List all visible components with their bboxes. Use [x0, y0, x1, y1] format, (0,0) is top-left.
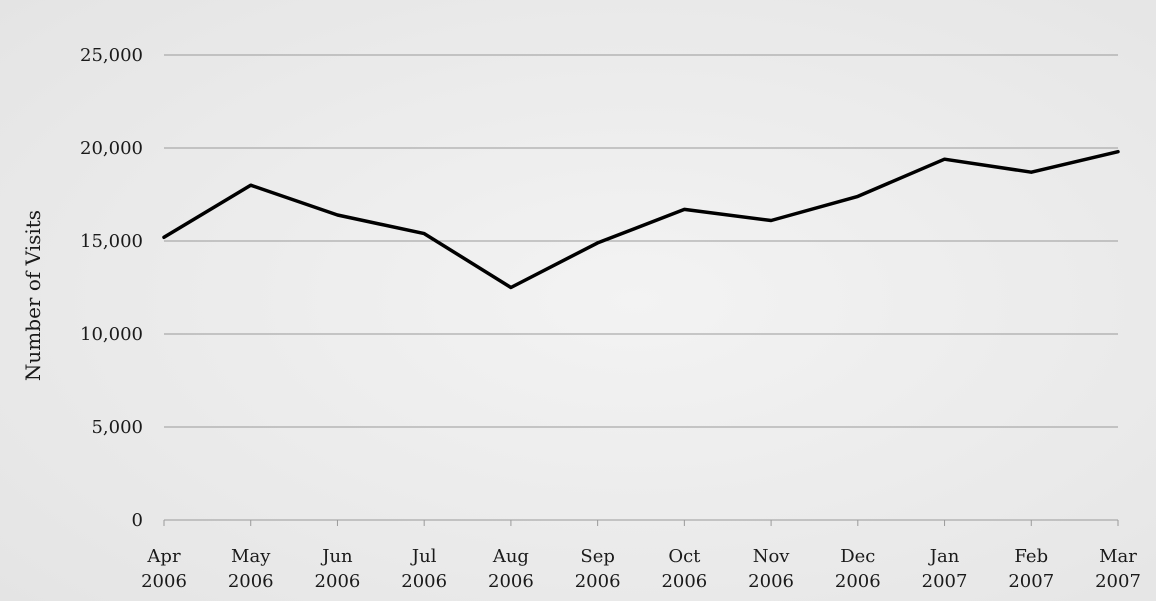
series-layer	[162, 149, 1120, 290]
x-tick-label: Jun 2006	[315, 546, 361, 592]
y-axis-tick-labels: 0 5,000 10,000 15,000 20,000 25,000	[80, 45, 143, 531]
y-tick-label: 0	[132, 510, 143, 531]
y-tick-label: 15,000	[80, 231, 143, 252]
y-axis-title: Number of Visits	[21, 210, 45, 381]
x-tick-label: Feb 2007	[1008, 546, 1054, 592]
x-tick-label: Apr 2006	[141, 546, 187, 592]
series-line	[162, 149, 1120, 290]
x-tick-label: Nov 2006	[748, 546, 794, 592]
x-tick-label: Mar 2007	[1095, 546, 1141, 592]
x-tick-label: Oct 2006	[661, 546, 707, 592]
y-tick-label: 10,000	[80, 324, 143, 345]
x-tick-label: Dec 2006	[835, 546, 881, 592]
y-tick-label: 25,000	[80, 45, 143, 66]
y-tick-label: 5,000	[91, 417, 143, 438]
x-axis	[163, 519, 1119, 526]
x-tick-label: Jul 2006	[401, 546, 447, 592]
gridlines	[164, 54, 1118, 428]
x-tick-label: May 2006	[228, 546, 274, 592]
x-tick-label: Jan 2007	[922, 546, 968, 592]
y-tick-label: 20,000	[80, 138, 143, 159]
x-tick-label: Aug 2006	[488, 546, 534, 592]
x-axis-tick-labels: Apr 2006 May 2006 Jun 2006 Jul 2006 Aug 2006 Sep 20…	[141, 546, 1141, 592]
x-tick-label: Sep 2006	[575, 546, 621, 592]
